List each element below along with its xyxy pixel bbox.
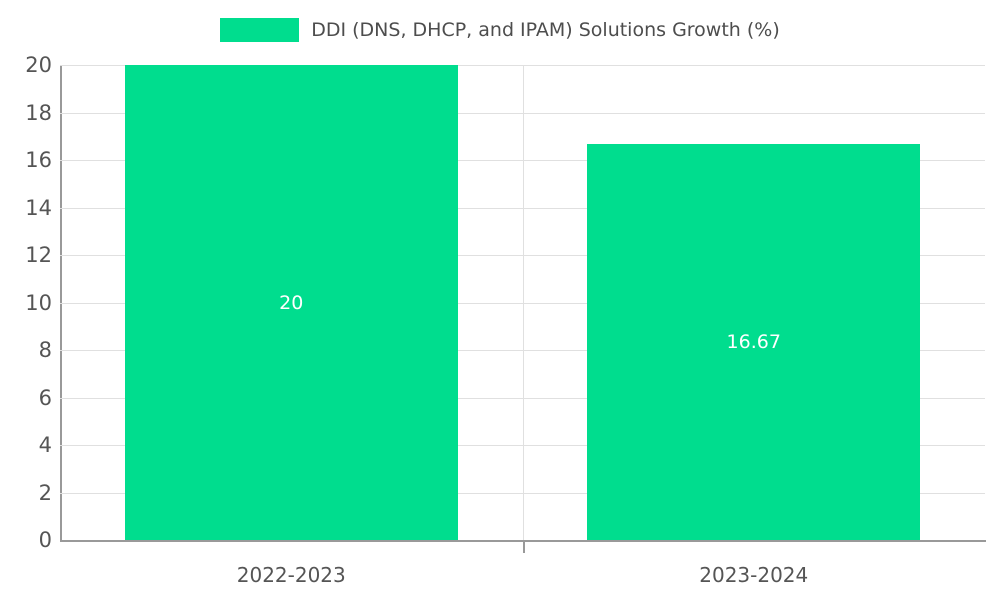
gridline bbox=[522, 65, 524, 540]
legend-swatch bbox=[220, 18, 300, 42]
bar-2023-2024 bbox=[587, 144, 921, 540]
legend: DDI (DNS, DHCP, and IPAM) Solutions Grow… bbox=[0, 18, 1000, 42]
value-label: 20 bbox=[279, 291, 304, 314]
x-tick-mark bbox=[522, 540, 525, 553]
x-tick-label: 2022-2023 bbox=[236, 563, 346, 587]
plot-area bbox=[60, 65, 985, 540]
legend-label: DDI (DNS, DHCP, and IPAM) Solutions Grow… bbox=[311, 19, 780, 41]
value-label: 16.67 bbox=[726, 331, 781, 354]
bar-2022-2023 bbox=[124, 65, 458, 540]
x-tick-label: 2023-2024 bbox=[699, 563, 809, 587]
